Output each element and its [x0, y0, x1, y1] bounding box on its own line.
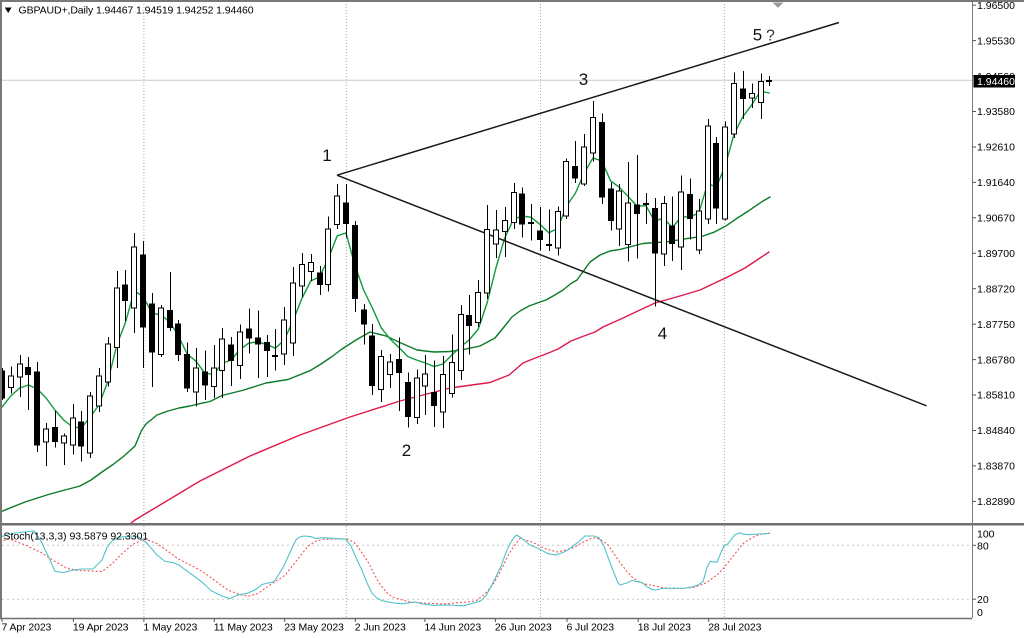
- svg-text:GBPAUD+,Daily 1.94467 1.94519: GBPAUD+,Daily 1.94467 1.94519 1.94252 1.…: [19, 5, 254, 17]
- svg-text:1.93580: 1.93580: [977, 106, 1015, 118]
- svg-text:100: 100: [977, 528, 995, 540]
- svg-text:1.91640: 1.91640: [977, 177, 1015, 189]
- svg-text:2 Jun 2023: 2 Jun 2023: [355, 622, 406, 634]
- svg-text:1.84840: 1.84840: [977, 425, 1015, 437]
- svg-text:1.96500: 1.96500: [977, 0, 1015, 12]
- svg-text:11 May 2023: 11 May 2023: [214, 622, 273, 634]
- svg-text:26 Jun 2023: 26 Jun 2023: [495, 622, 552, 634]
- svg-text:28 Jul 2023: 28 Jul 2023: [708, 622, 761, 634]
- svg-text:1.92610: 1.92610: [977, 142, 1015, 154]
- svg-text:1.83870: 1.83870: [977, 461, 1015, 473]
- svg-text:20: 20: [977, 594, 989, 606]
- svg-text:1.82890: 1.82890: [977, 496, 1015, 508]
- svg-text:Stoch(13,3,3) 93.5879 92.3301: Stoch(13,3,3) 93.5879 92.3301: [4, 531, 149, 543]
- svg-text:1.87750: 1.87750: [977, 319, 1015, 331]
- svg-text:6 Jul 2023: 6 Jul 2023: [567, 622, 615, 634]
- svg-text:18 Jul 2023: 18 Jul 2023: [638, 622, 691, 634]
- svg-text:1.95530: 1.95530: [977, 35, 1015, 47]
- svg-text:80: 80: [977, 541, 989, 553]
- svg-text:1.90670: 1.90670: [977, 213, 1015, 225]
- svg-text:4: 4: [658, 324, 667, 343]
- svg-text:3: 3: [579, 70, 588, 89]
- svg-text:1 May 2023: 1 May 2023: [143, 622, 197, 634]
- svg-text:23 May 2023: 23 May 2023: [284, 622, 344, 634]
- svg-text:1.94460: 1.94460: [977, 76, 1015, 88]
- svg-text:1.88720: 1.88720: [977, 283, 1015, 295]
- svg-text:7 Apr 2023: 7 Apr 2023: [2, 622, 52, 634]
- svg-text:1: 1: [322, 146, 331, 165]
- svg-text:0: 0: [977, 607, 983, 619]
- svg-text:5: 5: [753, 26, 762, 45]
- svg-text:?: ?: [766, 28, 775, 45]
- svg-text:1.89700: 1.89700: [977, 248, 1015, 260]
- svg-text:14 Jun 2023: 14 Jun 2023: [424, 622, 481, 634]
- svg-text:2: 2: [402, 441, 411, 460]
- svg-text:1.85810: 1.85810: [977, 390, 1015, 402]
- svg-text:19 Apr 2023: 19 Apr 2023: [73, 622, 129, 634]
- svg-text:1.86780: 1.86780: [977, 354, 1015, 366]
